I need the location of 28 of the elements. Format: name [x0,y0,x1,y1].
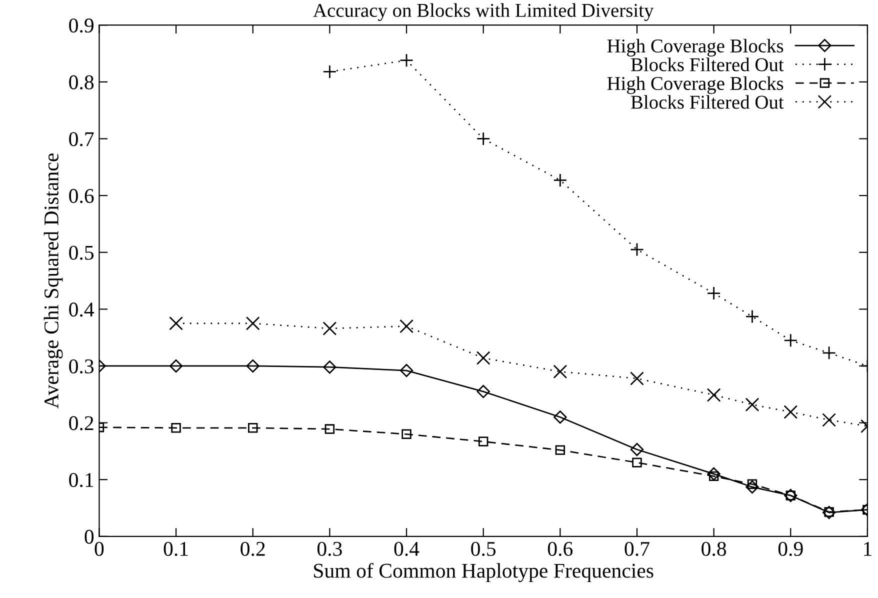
legend-label: Blocks Filtered Out [631,58,784,72]
y-tick-label: 0 [84,530,94,544]
y-axis-title: Average Chi Squared Distance [44,154,63,409]
x-tick-label: 0.6 [548,542,573,556]
x-tick-label: 0.8 [702,542,726,556]
x-tick-label: 0.9 [778,542,803,556]
y-tick-label: 0.8 [69,75,94,90]
y-tick-label: 0.6 [69,188,94,204]
x-tick-label: 0.4 [394,542,420,556]
chart-title: Accuracy on Blocks with Limited Diversity [313,3,654,21]
x-tick-label: 0.3 [317,542,342,556]
legend-label: Blocks Filtered Out [631,95,784,109]
legend-label: High Coverage Blocks [607,38,784,57]
x-axis-title: Sum of Common Haplotype Frequencies [314,562,654,582]
x-tick-label: 1 [864,542,872,556]
y-tick-label: 0.5 [69,246,94,260]
x-tick-label: 0.7 [624,542,650,556]
y-tick-label: 0.4 [69,302,94,317]
y-tick-label: 0.9 [69,18,94,33]
x-tick-label: 0 [94,542,104,556]
y-tick-label: 0.1 [69,472,94,488]
y-tick-label: 0.2 [69,416,94,430]
x-tick-label: 0.5 [471,542,496,556]
y-tick-label: 0.7 [69,132,94,146]
x-tick-label: 0.1 [164,542,188,556]
x-tick-label: 0.2 [240,542,265,556]
y-tick-label: 0.3 [69,359,94,374]
legend-label: High Coverage Blocks [607,76,784,94]
